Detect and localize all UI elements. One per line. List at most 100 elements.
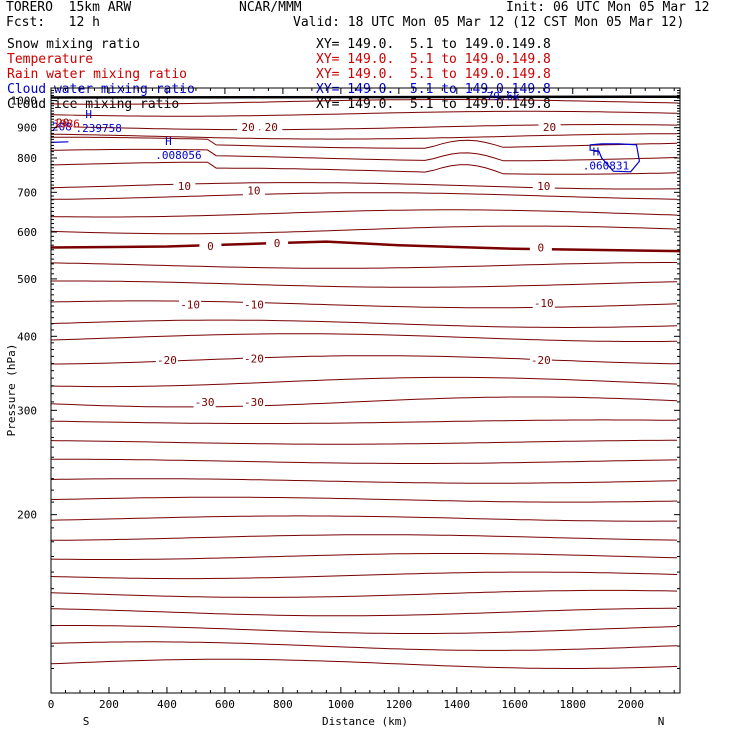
legend-rain-xy: XY= 149.0. 5.1 to 149.0.149.8 — [316, 67, 551, 82]
contour-label: 20 — [265, 121, 278, 134]
model-name: TORERO 15km ARW — [6, 0, 132, 15]
contour-label: 10 — [178, 180, 191, 193]
contour-label-bg — [529, 240, 552, 254]
init-time: Init: 06 UTC Mon 05 Mar 12 — [506, 0, 710, 15]
forecast-hour: Fcst: 12 h — [6, 15, 100, 30]
isotherm-line — [50, 658, 678, 669]
isotherm-line — [51, 192, 678, 200]
isotherm-line — [51, 458, 678, 464]
x-tick-label: 400 — [157, 698, 177, 711]
isotherm-line — [50, 534, 678, 541]
contour-label-bg — [260, 120, 283, 134]
contour-label-bg — [538, 120, 561, 134]
x-axis-title: Distance (km) — [322, 715, 408, 728]
x-tick-label: 0 — [48, 698, 55, 711]
contour-label: -10 — [534, 297, 554, 310]
x-tick-label: 600 — [215, 698, 235, 711]
isotherm-line — [50, 496, 678, 503]
isotherm-line — [50, 439, 678, 445]
x-tick-label: 1600 — [502, 698, 529, 711]
contour-label-bg — [242, 297, 265, 311]
contour-label-bg — [51, 115, 74, 129]
isotherm-line — [50, 419, 678, 424]
isotherm-line — [50, 478, 678, 484]
isotherm-line — [50, 209, 678, 218]
legend-temperature-label: Temperature — [7, 52, 94, 67]
isotherm-line — [50, 607, 678, 617]
maximum-marker: H — [593, 146, 600, 159]
isotherm-line — [51, 280, 678, 288]
contour-label-bg — [155, 352, 178, 366]
contour-label: -20 — [531, 354, 551, 367]
isotherm-line — [50, 110, 678, 117]
contour-label-bg — [532, 178, 555, 192]
legend-rain-label: Rain water mixing ratio — [7, 67, 188, 82]
contour-label-bg — [266, 235, 289, 249]
contour-label: 10 — [247, 184, 260, 197]
maximum-marker: H — [165, 135, 172, 148]
y-tick-label: 900 — [17, 122, 37, 135]
isotherm-line — [50, 571, 678, 580]
isotherm-line — [50, 300, 678, 309]
contour-label: 0 — [274, 237, 281, 250]
isotherm-line — [50, 641, 678, 651]
isotherm-line — [51, 136, 678, 149]
surface-line — [50, 95, 681, 99]
isotherm-line — [50, 225, 678, 235]
contour-label-bg — [173, 178, 196, 192]
isotherm-line — [50, 515, 678, 522]
y-tick-label: 200 — [17, 509, 37, 522]
isotherm-line — [50, 376, 678, 388]
contour-label-bg — [237, 120, 260, 134]
isotherm-line — [51, 355, 678, 365]
isotherm-line — [50, 161, 678, 175]
y-tick-label: 400 — [17, 330, 37, 343]
maximum-value: .060831 — [583, 160, 629, 173]
contour-label-bg — [193, 394, 216, 408]
maximum-marker: H — [85, 108, 92, 121]
contour-label: 20 — [543, 121, 556, 134]
cloud-water-contour — [589, 143, 641, 173]
x-tick-label: 2000 — [617, 698, 644, 711]
contour-label-bg — [529, 352, 552, 366]
contour-label: -30 — [195, 396, 215, 409]
isotherm-line — [50, 319, 678, 328]
contour-label: -20 — [157, 354, 177, 367]
x-tick-label: 1000 — [328, 698, 355, 711]
legend-snow-label: Snow mixing ratio — [7, 37, 141, 52]
center-name: NCAR/MMM — [239, 0, 302, 15]
contour-label: -20 — [244, 352, 264, 365]
contour-label: 0 — [207, 240, 214, 253]
contour-label: 10 — [537, 180, 550, 193]
overlap-label: 79.6k — [487, 90, 520, 103]
valid-time: Valid: 18 UTC Mon 05 Mar 12 (12 CST Mon … — [293, 15, 685, 30]
isotherm-line — [50, 333, 678, 342]
contour-label-bg — [242, 351, 265, 365]
isotherm-line — [50, 124, 678, 131]
x-tick-label: 1200 — [386, 698, 413, 711]
isotherm-line — [50, 589, 678, 598]
legend-cloud-water-xy: XY= 149.0. 5.1 to 149.0.149.8 — [316, 82, 551, 97]
contour-label-bg — [179, 297, 202, 311]
isotherm-line — [50, 553, 678, 560]
legend-snow-xy: XY= 149.0. 5.1 to 149.0.149.8 — [316, 37, 551, 52]
isotherm-line — [50, 99, 678, 105]
contour-label: 20 — [241, 121, 254, 134]
contour-label: -10 — [180, 298, 200, 311]
contour-label: 20 — [56, 117, 69, 130]
x-tick-label: 1400 — [444, 698, 471, 711]
contour-label-bg — [242, 394, 265, 408]
north-label: N — [658, 715, 665, 728]
x-tick-label: 200 — [99, 698, 119, 711]
x-tick-label: 800 — [273, 698, 293, 711]
edge-label: 208 — [52, 121, 72, 134]
contour-label-bg — [532, 296, 555, 310]
isotherm-line — [50, 262, 678, 269]
y-tick-label: 700 — [17, 186, 37, 199]
isotherm-line — [50, 133, 678, 140]
contour-label: -10 — [244, 298, 264, 311]
plot-frame — [50, 87, 681, 694]
contour-label-bg — [242, 183, 265, 197]
isotherm-line — [50, 182, 678, 190]
